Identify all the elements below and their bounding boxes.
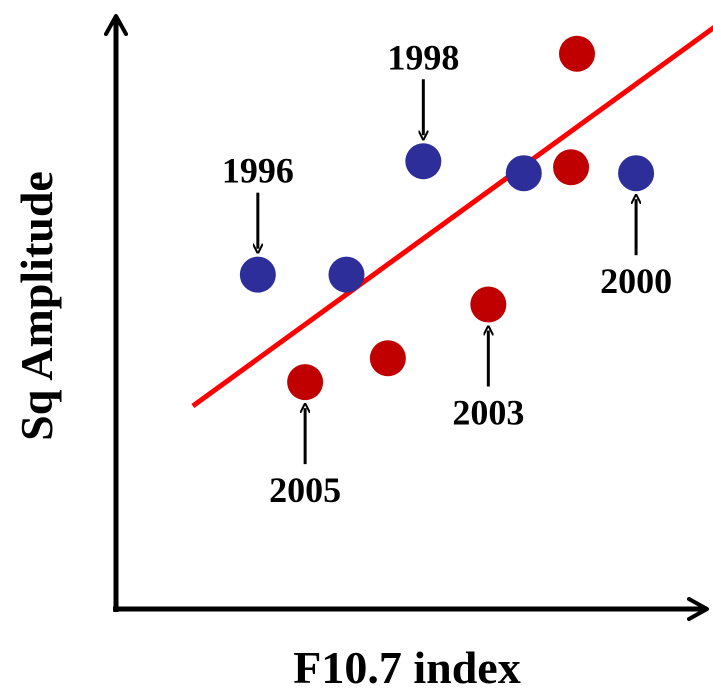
data-point: [369, 340, 406, 377]
annotation-label: 1996: [222, 151, 294, 191]
data-point: [553, 149, 590, 186]
data-point: [239, 256, 276, 293]
y-axis-title: Sq Amplitude: [11, 171, 62, 441]
x-axis-title: F10.7 index: [293, 642, 520, 691]
annotation-label: 2003: [452, 393, 524, 433]
data-point: [405, 143, 442, 180]
trendline: [191, 25, 713, 409]
annotation-label: 2000: [600, 261, 672, 301]
trendline-layer: [191, 25, 713, 409]
annotations-layer: 1996 1998 2000 2003 2005: [222, 37, 672, 510]
data-point: [328, 256, 365, 293]
annotation-label: 1998: [387, 37, 459, 77]
data-point: [505, 155, 542, 192]
data-point: [470, 286, 507, 323]
data-point: [287, 364, 324, 401]
annotation-label: 2005: [269, 470, 341, 510]
data-point: [618, 155, 655, 192]
data-point: [558, 35, 595, 72]
points-layer: [239, 35, 655, 401]
